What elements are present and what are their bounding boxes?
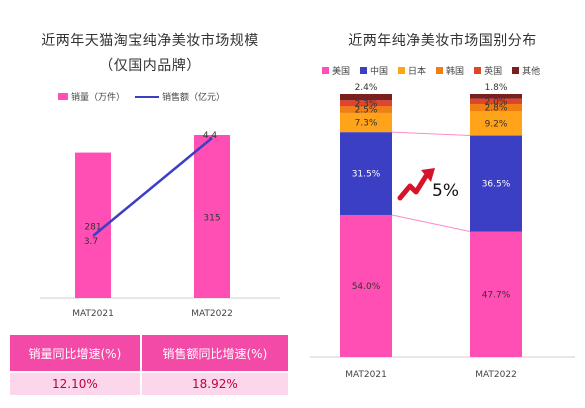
- segment-value-label: 36.5%: [482, 180, 511, 190]
- segment-value-label: 2.8%: [485, 104, 508, 114]
- segment-value-label: 54.0%: [352, 282, 381, 292]
- segment-value-label: 2.4%: [355, 83, 378, 93]
- growth-table-header-volume: 销量同比增速(%): [10, 335, 140, 371]
- growth-table-value-volume: 12.10%: [10, 373, 140, 395]
- left-legend: 销量（万件） 销售额（亿元）: [58, 90, 231, 103]
- stacked-segment-2: [470, 111, 522, 136]
- stacked-segment-4: [470, 98, 522, 104]
- stacked-segment-2: [340, 112, 392, 133]
- legend-swatch: [322, 67, 329, 74]
- segment-value-label: 47.7%: [482, 290, 511, 300]
- segment-value-label: 2.3%: [355, 99, 378, 109]
- right-x-tick-label: MAT2022: [475, 370, 517, 380]
- stacked-segment-3: [340, 106, 392, 113]
- legend-swatch: [398, 67, 406, 74]
- legend-label: 中国: [370, 67, 389, 77]
- bar-value-label: 281: [84, 222, 101, 232]
- stacked-segment-1: [340, 132, 392, 215]
- segment-value-label: 2.5%: [355, 106, 378, 116]
- stacked-segment-0: [470, 231, 522, 357]
- line-sales-amount: [92, 137, 213, 237]
- connector-line-bottom: [391, 214, 471, 233]
- legend-label: 韩国: [446, 67, 465, 77]
- connector-line-top: [391, 131, 471, 137]
- legend-swatch: [360, 67, 368, 74]
- legend-item-3: 韩国: [436, 64, 464, 77]
- growth-table-header-amount: 销售额同比增速(%): [141, 335, 288, 371]
- segment-value-label: 2.0%: [485, 97, 508, 107]
- legend-item-4: 英国: [474, 64, 502, 77]
- stacked-segment-1: [470, 135, 522, 232]
- growth-annotation: 5%: [432, 181, 459, 201]
- stacked-segment-3: [470, 103, 522, 112]
- left-chart-title-line2: （仅国内品牌）: [99, 58, 201, 74]
- right-x-tick-label: MAT2021: [345, 370, 387, 380]
- legend-swatch-bar: [58, 93, 68, 100]
- legend-item-5: 其他: [512, 64, 540, 77]
- legend-label: 美国: [332, 67, 351, 77]
- legend-label: 英国: [484, 67, 503, 77]
- legend-item-sales-volume: 销量（万件）: [58, 90, 125, 103]
- stacked-segment-4: [340, 100, 392, 107]
- right-chart-title: 近两年纯净美妆市场国别分布: [348, 33, 537, 49]
- bar-value-label: 315: [203, 214, 220, 224]
- legend-swatch: [436, 67, 444, 74]
- segment-value-label: 31.5%: [352, 170, 381, 180]
- legend-item-1: 中国: [360, 64, 388, 77]
- stacked-segment-5: [470, 94, 522, 99]
- legend-item-0: 美国: [322, 64, 350, 77]
- legend-label: 其他: [522, 67, 541, 77]
- left-chart-title-line1: 近两年天猫淘宝纯净美妆市场规模: [41, 33, 259, 49]
- legend-swatch: [512, 67, 520, 74]
- growth-table-value-amount: 18.92%: [141, 373, 288, 395]
- growth-table: 销量同比增速(%) 销售额同比增速(%) 12.10% 18.92%: [8, 333, 290, 397]
- legend-label-bar: 销量（万件）: [71, 93, 126, 103]
- legend-swatch: [474, 67, 482, 74]
- legend-item-2: 日本: [398, 64, 426, 77]
- left-x-tick-label: MAT2022: [191, 309, 233, 319]
- legend-item-sales-amount: 销售额（亿元）: [135, 90, 225, 103]
- trend-arrow-head-icon: [421, 168, 435, 182]
- legend-label-line: 销售额（亿元）: [162, 93, 226, 103]
- stacked-segment-0: [340, 214, 392, 357]
- bar-sales-volume: [194, 135, 230, 298]
- segment-value-label: 1.8%: [485, 83, 508, 93]
- right-legend: 美国 中国 日本 韩国 英国 其他: [322, 64, 546, 77]
- legend-swatch-line: [135, 95, 160, 98]
- trend-arrow-icon: [397, 173, 429, 201]
- segment-value-label: 9.2%: [485, 119, 508, 129]
- legend-label: 日本: [408, 67, 427, 77]
- segment-value-label: 7.3%: [355, 119, 378, 129]
- line-value-label: 3.7: [84, 237, 98, 247]
- stacked-segment-5: [340, 94, 392, 101]
- line-value-label: 4.4: [203, 131, 218, 141]
- left-x-tick-label: MAT2021: [72, 309, 114, 319]
